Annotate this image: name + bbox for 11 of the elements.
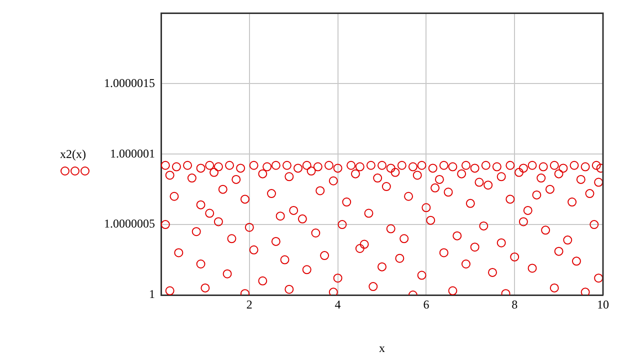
y-tick-label: 1 bbox=[149, 287, 155, 302]
x-axis-title: x bbox=[379, 340, 385, 355]
x-tick-label: 4 bbox=[334, 297, 341, 312]
x-tick-label: 10 bbox=[597, 297, 609, 312]
y-axis-title: x2(x) bbox=[60, 147, 86, 162]
y-tick-label: 1.0000005 bbox=[104, 216, 155, 231]
x-tick-label: 2 bbox=[246, 297, 252, 312]
y-tick-label: 1.0000015 bbox=[104, 76, 155, 90]
x-tick-label: 6 bbox=[423, 297, 430, 312]
x-tick-label: 8 bbox=[512, 297, 518, 312]
y-tick-label: 1.000001 bbox=[110, 146, 155, 160]
